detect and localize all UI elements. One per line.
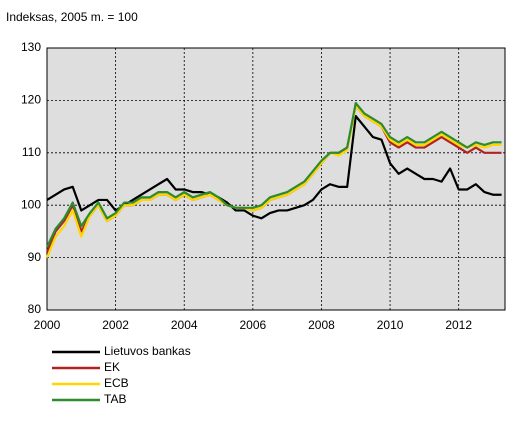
- y-tick-label: 100: [21, 197, 41, 211]
- y-tick-label: 130: [21, 40, 41, 54]
- y-tick-label: 80: [28, 302, 42, 316]
- y-tick-label: 110: [22, 145, 41, 159]
- x-tick-label: 2004: [171, 318, 198, 332]
- series-line: [45, 104, 502, 259]
- legend-label: Lietuvos bankas: [104, 344, 191, 358]
- legend-label: TAB: [104, 392, 126, 406]
- x-tick-label: 2002: [102, 318, 129, 332]
- y-tick-label: 120: [21, 93, 41, 107]
- x-tick-label: 2010: [377, 318, 404, 332]
- y-axis-label: Indeksas, 2005 m. = 100: [6, 10, 138, 24]
- series-line: [46, 101, 502, 248]
- legend-label: EK: [104, 360, 120, 374]
- x-tick-label: 2012: [445, 318, 472, 332]
- x-tick-label: 2008: [308, 318, 335, 332]
- legend-label: ECB: [104, 376, 129, 390]
- x-tick-label: 2000: [34, 318, 61, 332]
- y-tick-label: 90: [28, 250, 42, 264]
- x-tick-label: 2006: [239, 318, 266, 332]
